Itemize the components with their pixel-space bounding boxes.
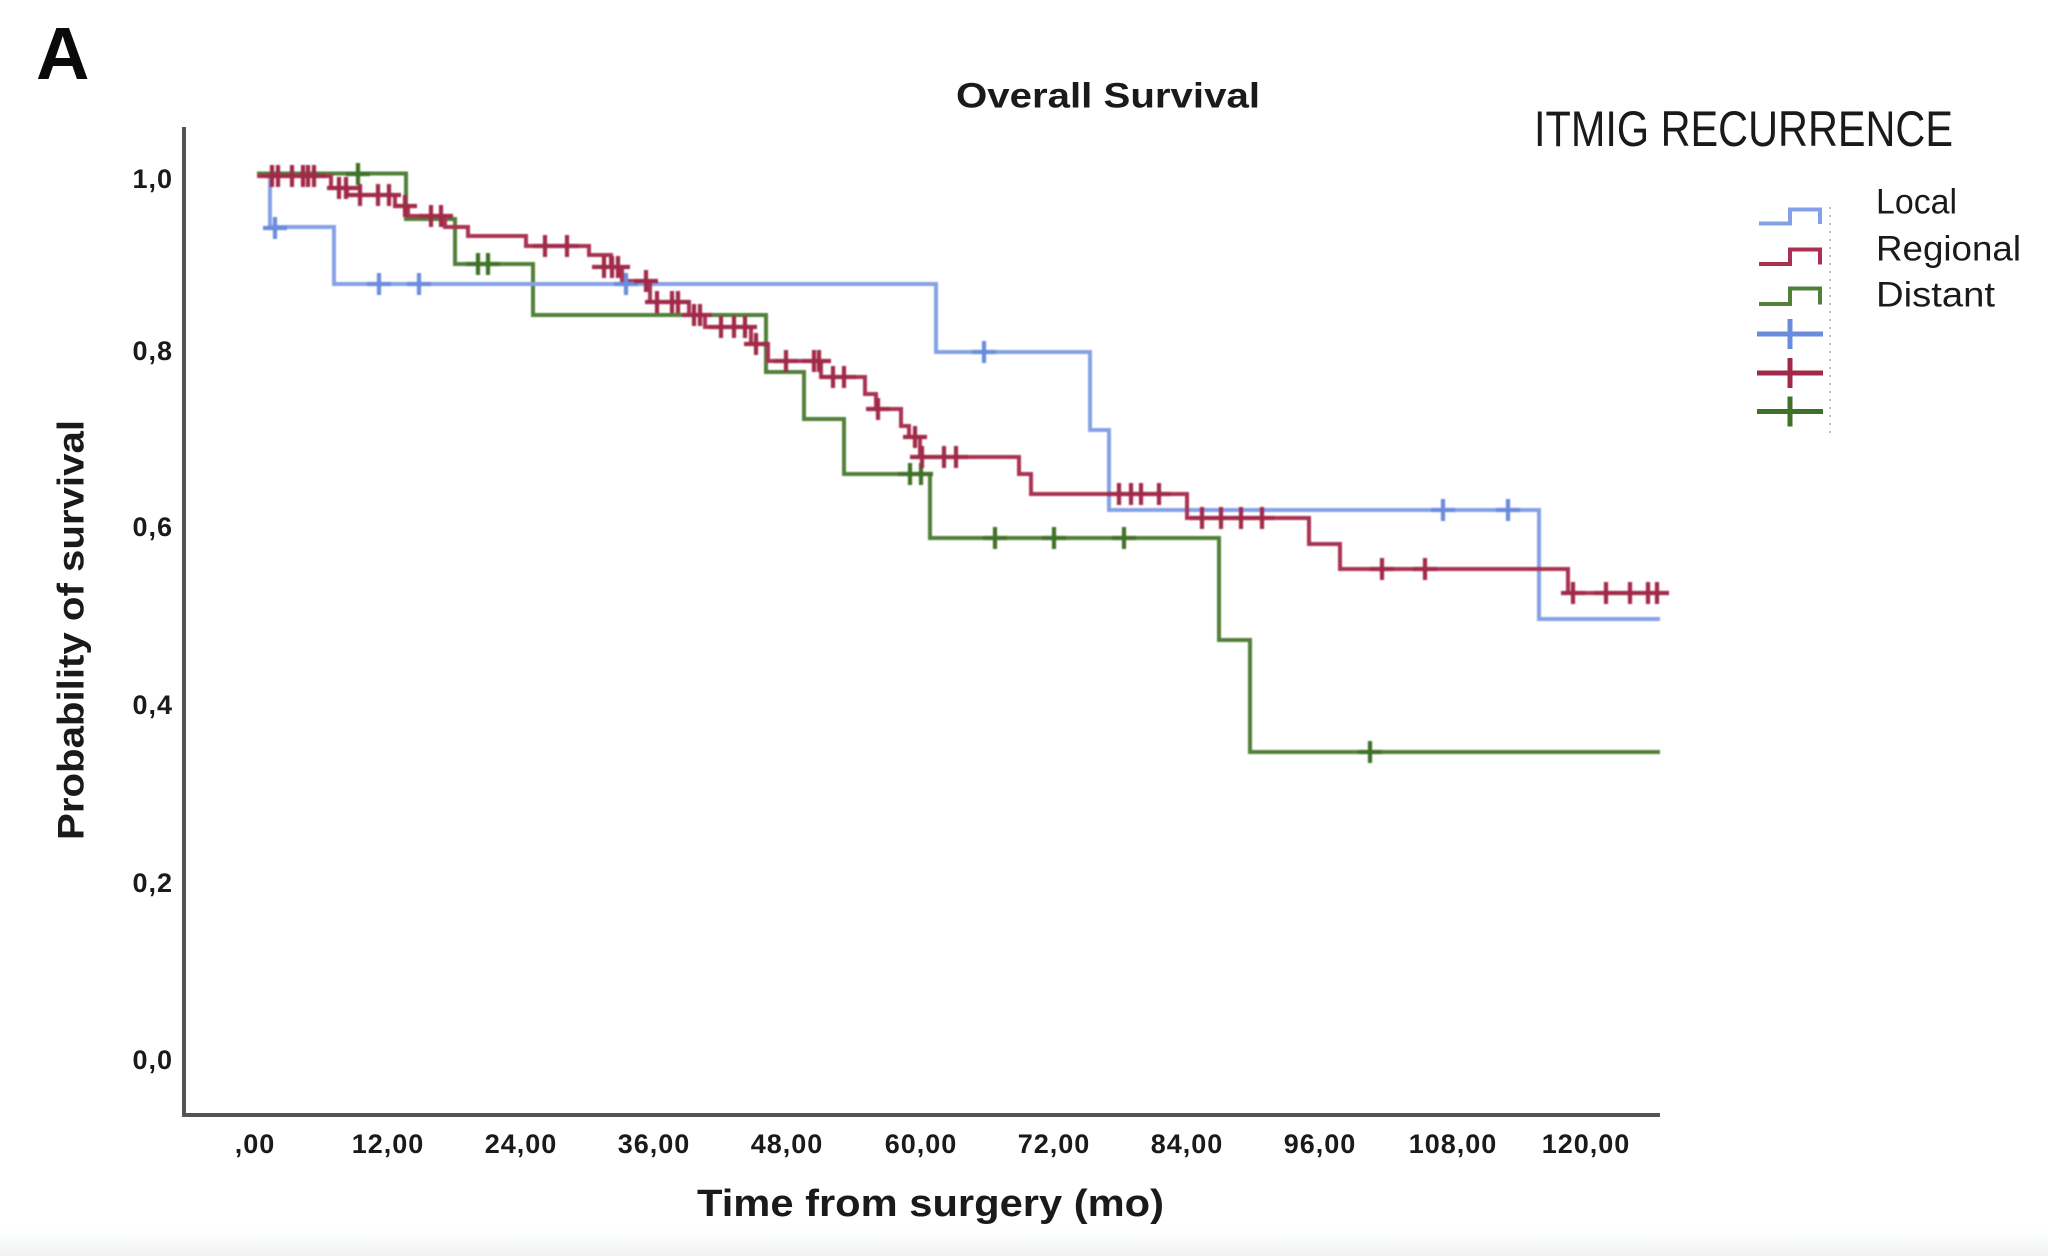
- svg-text:Local: Local: [1876, 183, 1957, 222]
- svg-text:,00: ,00: [235, 1129, 276, 1159]
- svg-text:0,6: 0,6: [132, 512, 173, 542]
- svg-text:12,00: 12,00: [352, 1129, 425, 1159]
- svg-text:0,4: 0,4: [132, 690, 173, 720]
- svg-text:1,0: 1,0: [132, 164, 173, 194]
- svg-text:36,00: 36,00: [618, 1129, 691, 1159]
- svg-text:0,0: 0,0: [132, 1045, 173, 1075]
- svg-text:72,00: 72,00: [1018, 1129, 1091, 1159]
- svg-text:96,00: 96,00: [1284, 1129, 1357, 1159]
- svg-text:Regional: Regional: [1876, 230, 2021, 269]
- svg-text:0,2: 0,2: [132, 868, 173, 898]
- svg-text:Distant: Distant: [1876, 276, 1995, 315]
- svg-text:Overall Survival: Overall Survival: [956, 77, 1260, 116]
- svg-text:Time from surgery (mo): Time from surgery (mo): [697, 1183, 1164, 1225]
- svg-text:Probability of survival: Probability of survival: [51, 420, 92, 840]
- svg-text:0,8: 0,8: [132, 336, 173, 366]
- svg-text:A: A: [36, 12, 89, 95]
- svg-text:60,00: 60,00: [885, 1129, 958, 1159]
- svg-text:24,00: 24,00: [485, 1129, 558, 1159]
- svg-text:48,00: 48,00: [751, 1129, 824, 1159]
- svg-text:ITMIG RECURRENCE: ITMIG RECURRENCE: [1534, 101, 1953, 157]
- svg-text:120,00: 120,00: [1542, 1129, 1631, 1159]
- svg-text:108,00: 108,00: [1409, 1129, 1498, 1159]
- svg-text:84,00: 84,00: [1151, 1129, 1224, 1159]
